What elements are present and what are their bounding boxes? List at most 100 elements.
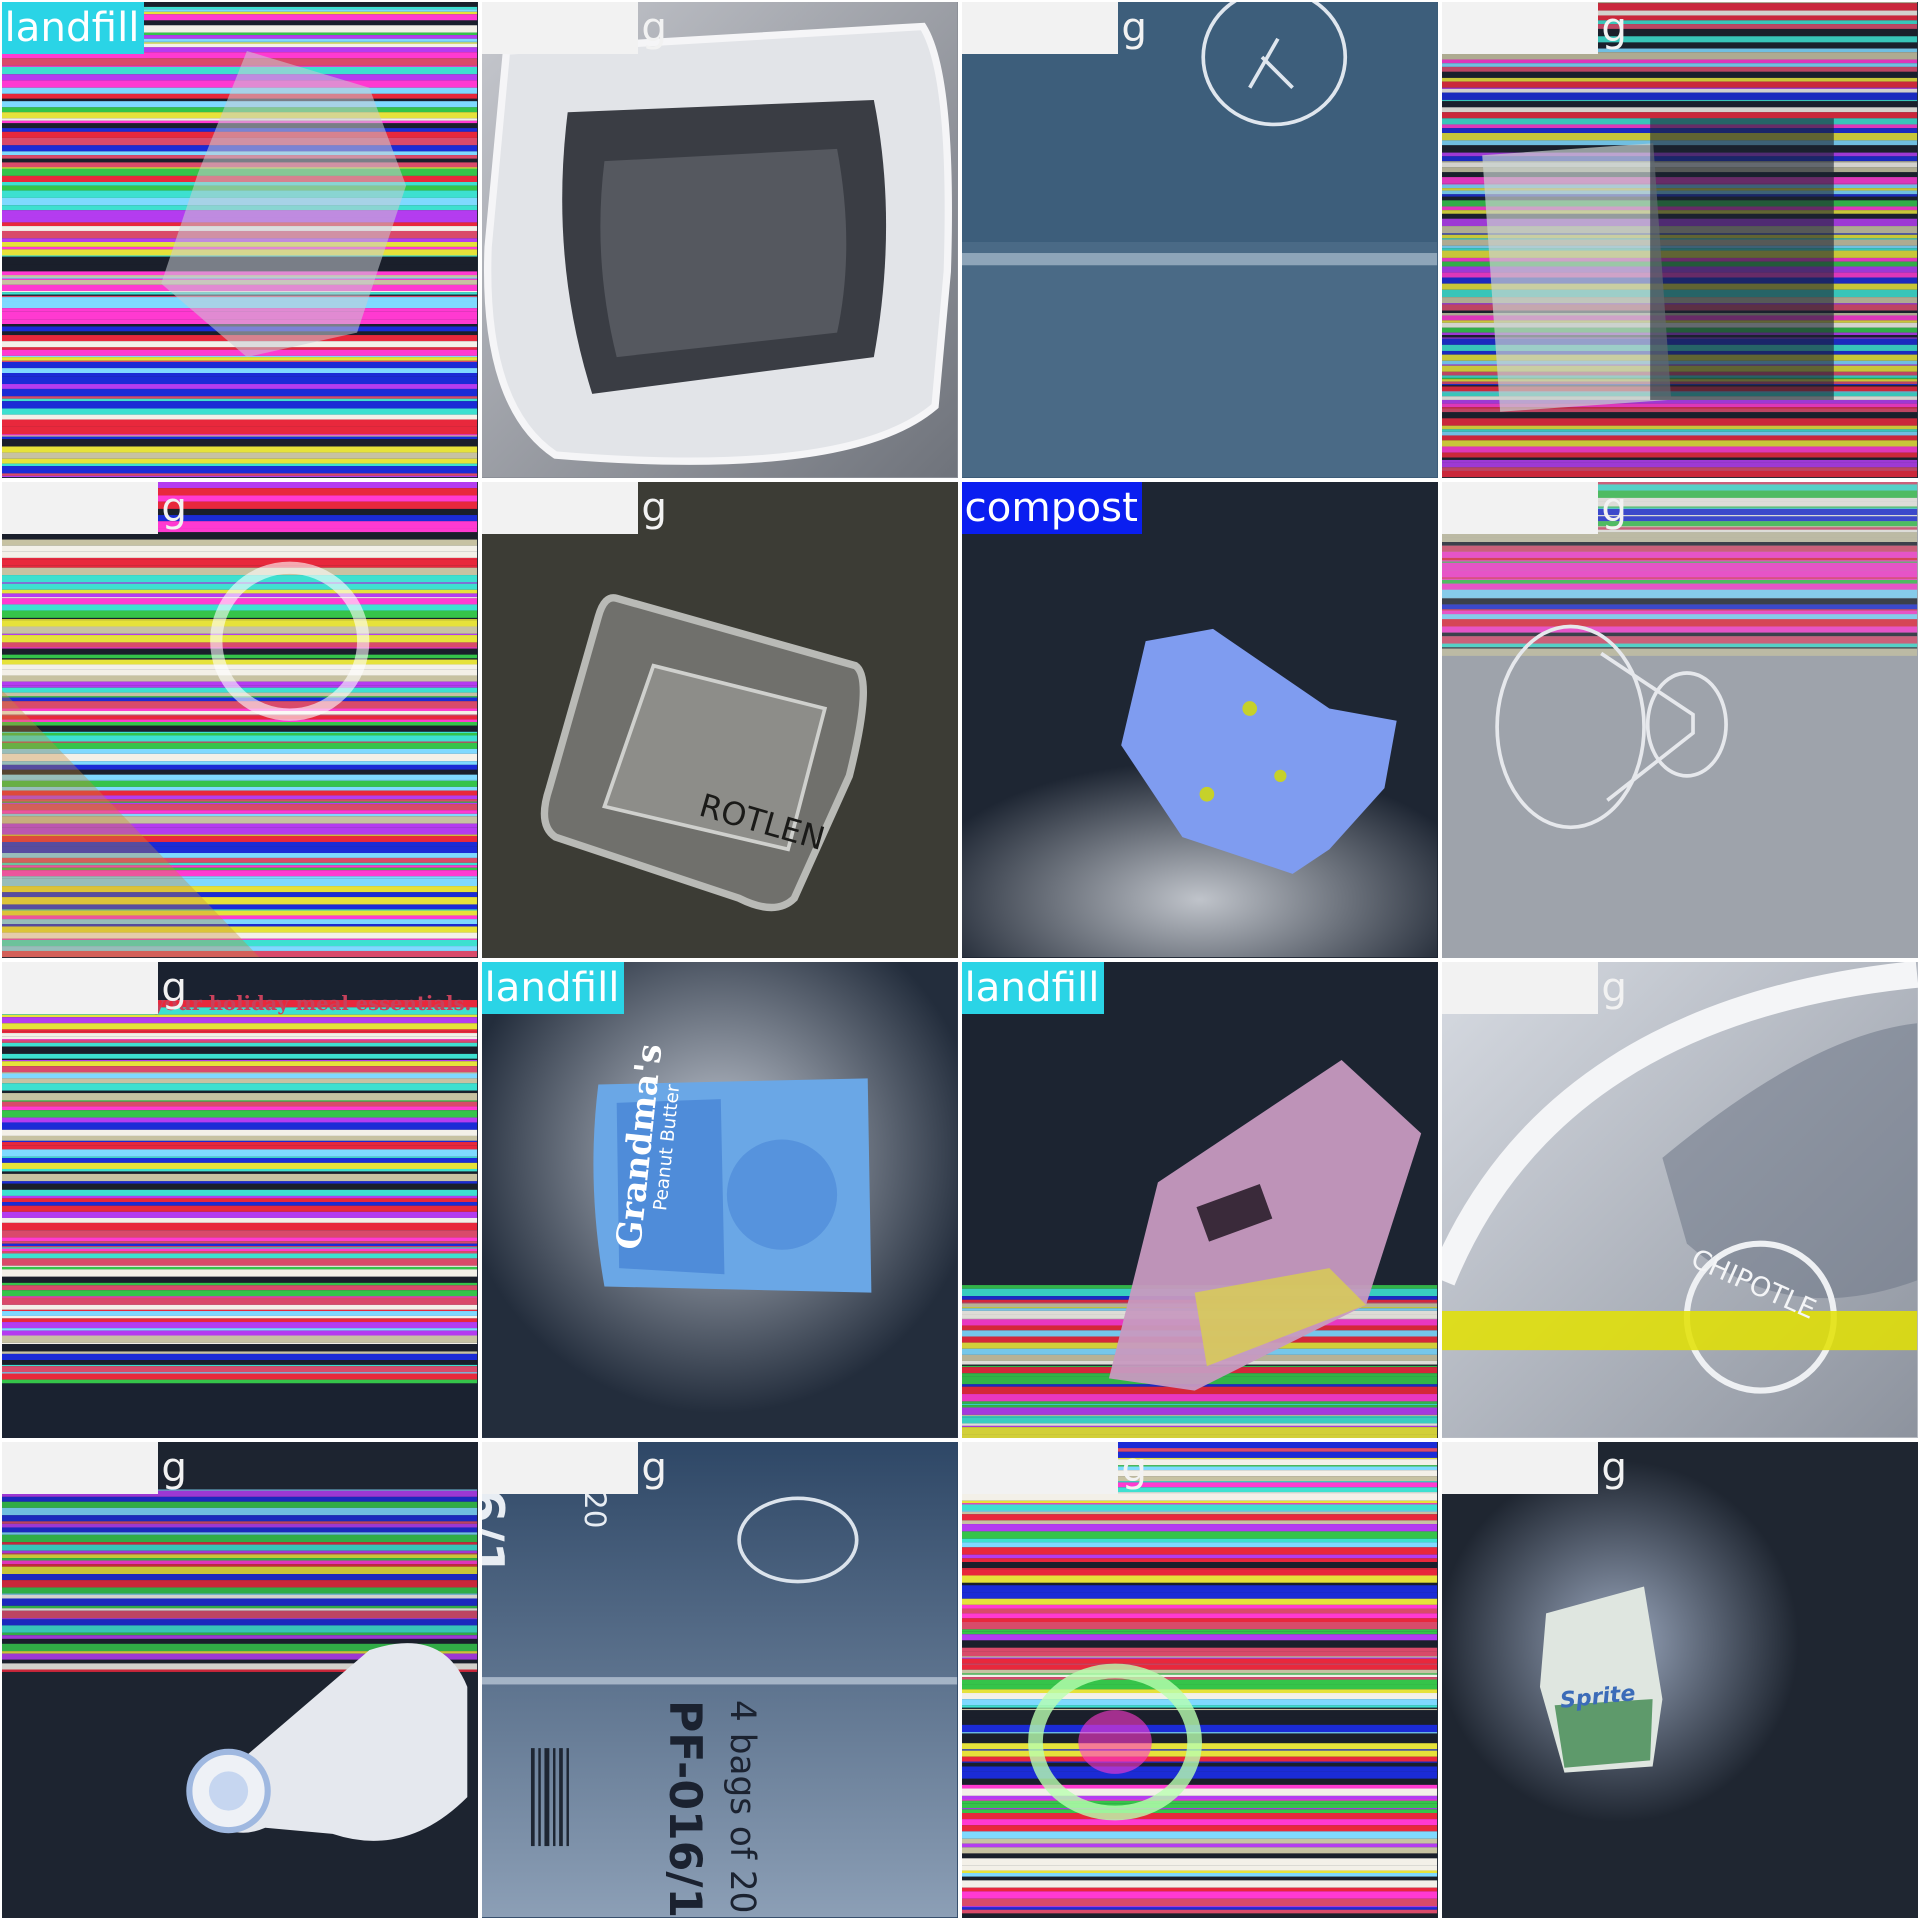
glitch-stripe	[1442, 20, 1918, 25]
glitch-stripe	[2, 897, 478, 905]
glitch-stripe	[2, 618, 478, 620]
glitch-stripe	[2, 733, 478, 736]
glitch-stripe	[2, 1181, 478, 1185]
glitch-stripe	[2, 1190, 478, 1197]
glitch-stripe	[2, 1029, 478, 1033]
glitch-stripe	[2, 779, 478, 782]
glitch-stripe	[962, 1871, 1438, 1874]
glitch-stripe	[1442, 491, 1918, 499]
glitch-stripe	[2, 1083, 478, 1092]
glitch-stripe	[1442, 418, 1918, 427]
glitch-stripe	[962, 1677, 1438, 1680]
glitch-stripe	[2, 439, 478, 447]
glitch-stripe	[2, 1594, 478, 1596]
glitch-stripe	[962, 1705, 1438, 1709]
glitch-stripe	[962, 1906, 1438, 1908]
glitch-stripe	[2, 1318, 478, 1323]
glitch-stripe	[2, 940, 478, 947]
glitch-stripe	[962, 1665, 1438, 1671]
glitch-stripe	[2, 1230, 478, 1238]
glitch-stripe	[2, 842, 478, 848]
glitch-stripe	[2, 791, 478, 796]
glitch-stripe	[2, 701, 478, 709]
glitch-stripe	[962, 1907, 1438, 1911]
glitch-stripe	[962, 1915, 1438, 1918]
glitch-stripe	[2, 350, 478, 357]
glitch-stripe	[962, 1487, 1438, 1493]
glitch-stripe	[1442, 614, 1918, 620]
glitch-stripe	[2, 1149, 478, 1158]
glitch-stripe	[1442, 521, 1918, 527]
glitch-stripe	[2, 1007, 478, 1016]
glitch-stripe	[2, 435, 478, 438]
glitch-stripe	[962, 1569, 1438, 1576]
glitch-stripe	[2, 1567, 478, 1575]
glitch-stripe	[1442, 636, 1918, 645]
glitch-stripe	[1442, 426, 1918, 430]
glitch-stripe	[2, 1290, 478, 1297]
glitch-stripe	[2, 453, 478, 460]
glitch-stripe	[962, 1442, 1438, 1449]
glitch-stripe	[1442, 530, 1918, 533]
glitch-stripe	[962, 1673, 1438, 1676]
box-date-text: 6/1	[482, 1486, 515, 1577]
glitch-stripe	[962, 1891, 1438, 1900]
tile-glitched-logo: recycling	[2, 482, 478, 958]
glitch-stripe	[2, 915, 478, 920]
glitch-stripe	[1442, 609, 1918, 612]
glitch-stripe	[2, 1335, 478, 1344]
glitch-stripe	[1442, 412, 1918, 419]
glitch-stripe	[962, 1648, 1438, 1652]
glitch-stripe	[2, 515, 478, 522]
glitch-stripe	[2, 835, 478, 837]
glitch-stripe	[1442, 104, 1918, 108]
glitch-stripe	[2, 1106, 478, 1110]
glitch-stripe	[2, 446, 478, 454]
glitch-stripe	[962, 1394, 1438, 1402]
glitch-stripe	[2, 1169, 478, 1172]
glitch-stripe	[2, 722, 478, 727]
food-scrap-illustration	[962, 482, 1438, 958]
glitch-stripe	[1442, 432, 1918, 436]
box-qty-text: 4 bags of 20	[721, 1699, 762, 1914]
glitch-stripe	[2, 1078, 478, 1084]
glitch-stripe	[962, 1763, 1438, 1767]
glitch-stripe	[2, 1553, 478, 1555]
glitch-stripe	[2, 47, 478, 53]
glitch-stripe	[2, 396, 478, 400]
glitch-stripe	[1442, 532, 1918, 538]
glitch-stripe	[1442, 2, 1918, 4]
glitch-stripe	[962, 1622, 1438, 1630]
glitch-stripe	[962, 1670, 1438, 1674]
glitch-stripe	[1442, 626, 1918, 634]
glitch-stripe	[2, 1328, 478, 1332]
glitch-stripe	[2, 1608, 478, 1612]
glitch-stripe	[2, 810, 478, 815]
glitch-stripe	[1442, 408, 1918, 413]
tile-plastic-cup: recycling	[1442, 482, 1918, 958]
glitch-stripe	[2, 836, 478, 843]
glitch-stripe	[2, 1017, 478, 1024]
tile-label: recycling	[482, 2, 667, 54]
glitch-stripe	[2, 804, 478, 811]
glitch-stripe	[1442, 29, 1918, 37]
glitch-stripe	[2, 876, 478, 880]
glitch-stripe	[962, 1831, 1438, 1840]
tile-bottle: recycling	[2, 1442, 478, 1918]
glitch-stripe	[962, 1679, 1438, 1685]
glitch-stripe	[1442, 72, 1918, 79]
glitch-stripe	[2, 611, 478, 619]
glitch-stripe	[1442, 562, 1918, 564]
glitch-stripe	[1442, 546, 1918, 553]
glitch-stripe	[2, 464, 478, 467]
glitch-stripe	[962, 1434, 1438, 1438]
glitch-stripe	[2, 1611, 478, 1619]
glitch-stripe	[962, 1539, 1438, 1543]
glitch-stripe	[2, 1023, 478, 1030]
glitch-stripe	[2, 1100, 478, 1103]
glitch-stripe	[2, 1117, 478, 1123]
glitch-stripe	[962, 1448, 1438, 1453]
glitch-stripe	[2, 775, 478, 780]
glitch-stripe	[2, 1241, 478, 1245]
glitch-stripe	[2, 1639, 478, 1645]
